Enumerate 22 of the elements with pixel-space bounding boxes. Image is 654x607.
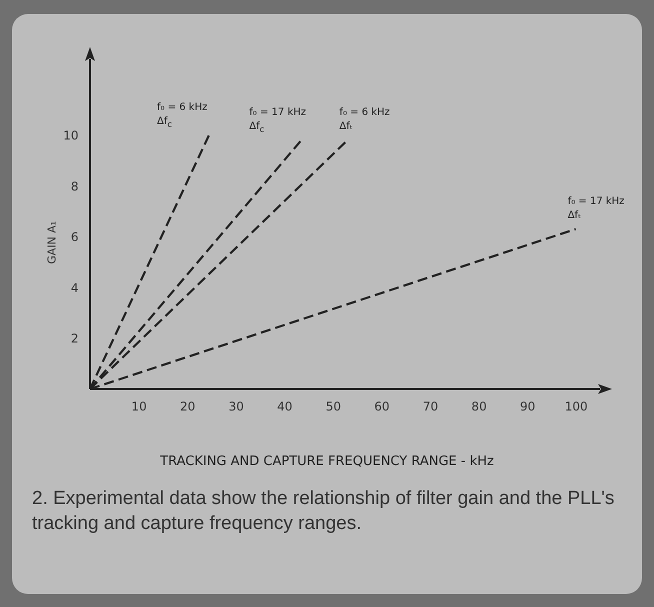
x-tick-label: 100 [564, 400, 588, 414]
x-tick-label: 70 [422, 400, 438, 414]
series-label: f₀ = 6 kHz Δf$_{c}$ [157, 101, 208, 132]
series-label: f₀ = 6 kHz Δfₜ [339, 106, 391, 134]
y-tick-label: 10 [63, 128, 78, 143]
y-tick-label: 6 [70, 230, 78, 244]
y-tick-label: 8 [70, 179, 78, 194]
x-tick-label: 30 [228, 400, 244, 414]
y-tick-label: 2 [70, 332, 78, 346]
text: 2. Experimental data show the relationship of filter gain and the PLL's tracking and capture frequency ranges. [32, 487, 616, 536]
x-axis-title: TRACKING AND CAPTURE FREQUENCY RANGE - kHz [159, 454, 495, 469]
x-tick-label: 40 [277, 400, 292, 414]
series-label: f₀ = 17 kHz Δfₜ [568, 195, 626, 224]
x-tick-label: 50 [326, 400, 341, 414]
series-label: f₀ = 17 kHz Δf$_{c}$ [249, 106, 308, 136]
x-tick-label: 90 [520, 400, 536, 414]
x-tick-label: 10 [131, 400, 147, 414]
y-tick-label: 4 [70, 280, 78, 295]
y-axis-title: GAIN A₁ [46, 220, 58, 266]
x-tick-label: 60 [374, 400, 390, 414]
x-tick-label: 80 [471, 400, 487, 414]
x-tick-label: 20 [180, 400, 196, 414]
